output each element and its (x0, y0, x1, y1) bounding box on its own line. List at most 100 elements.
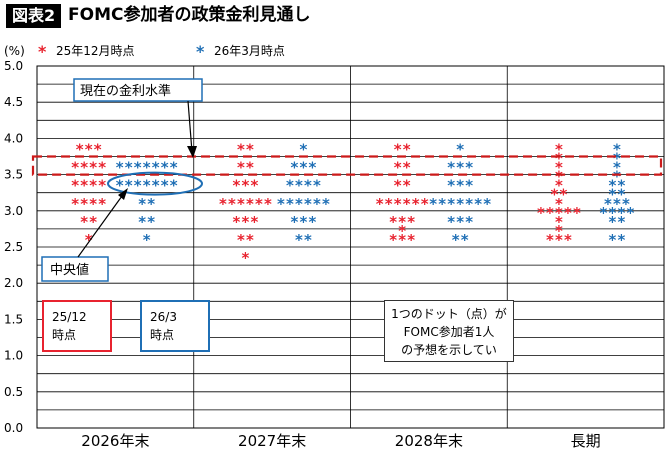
dot-mar: * (465, 159, 473, 177)
dot-mar: * (447, 177, 455, 195)
median-ellipse (107, 171, 203, 196)
dot-mar: * (152, 159, 160, 177)
dot-mar: * (304, 195, 312, 213)
dot-mar: * (134, 177, 142, 195)
x-category-label: 2027年末 (238, 432, 306, 450)
dot-dec: * (89, 195, 97, 213)
dot-mar: * (134, 159, 142, 177)
y-tick-label: 2.0 (4, 276, 23, 290)
median-arrow (77, 195, 123, 258)
dot-dec: * (555, 204, 563, 222)
dot-dec: * (555, 150, 563, 168)
dot-dec: * (403, 140, 411, 158)
dot-dec: * (242, 177, 250, 195)
dot-dec: * (403, 159, 411, 177)
y-tick-label: 1.5 (4, 312, 23, 326)
note-line-3: の予想を示してい (401, 343, 497, 357)
y-tick-label: 2.5 (4, 240, 23, 254)
legend-label-mar: 26年3月時点 (214, 44, 285, 58)
dot-mar: * (613, 150, 621, 168)
dot-dec: * (546, 204, 554, 222)
dot-dec: * (555, 140, 563, 158)
dot-dec: * (85, 231, 93, 249)
dot-dec: * (389, 213, 397, 231)
dot-dec: * (242, 249, 250, 267)
y-tick-label: 4.0 (4, 131, 23, 145)
dot-dec: * (376, 195, 384, 213)
dot-mar: * (152, 177, 160, 195)
dot-mar: * (161, 177, 169, 195)
dot-dec: * (228, 195, 236, 213)
dot-mar: * (609, 204, 617, 222)
dot-dec: * (80, 159, 88, 177)
dot-mar: * (147, 195, 155, 213)
dot-dec: * (412, 195, 420, 213)
dot-dec: * (246, 231, 254, 249)
median-label-box (41, 256, 109, 282)
dot-mar: * (618, 213, 626, 231)
dot-mar: * (613, 168, 621, 186)
figure-badge: 図表2 (6, 4, 62, 28)
dot-mar: * (116, 177, 124, 195)
dot-dec: * (98, 159, 106, 177)
dot-mar: * (300, 140, 308, 158)
dot-mar: * (622, 195, 630, 213)
dot-mar: * (322, 195, 330, 213)
x-category-label: 長期 (571, 432, 601, 450)
dot-mar: * (447, 213, 455, 231)
dot-dec: * (555, 168, 563, 186)
dot-dec: * (85, 140, 93, 158)
dot-dec: * (237, 195, 245, 213)
dot-mar: * (313, 195, 321, 213)
legend-marker-mar: * (196, 42, 205, 61)
dot-dec: * (398, 231, 406, 249)
median-label: 中央値 (50, 262, 89, 278)
dot-mar: * (465, 177, 473, 195)
dot-dec: * (89, 159, 97, 177)
dot-mar: * (618, 177, 626, 195)
dot-mar: * (295, 177, 303, 195)
y-tick-label: 1.0 (4, 349, 23, 363)
dot-dec: * (233, 177, 241, 195)
dot-mar: * (170, 177, 178, 195)
dot-mar: * (300, 159, 308, 177)
legend-marker-dec: * (38, 42, 47, 61)
dot-mar: * (147, 213, 155, 231)
current-rate-arrowhead (187, 146, 197, 158)
dot-dec: * (555, 213, 563, 231)
label-box-mar-line2: 時点 (150, 328, 175, 342)
label-box-mar: 26/3 時点 (140, 300, 210, 352)
figure-title-row: 図表2 FOMC参加者の政策金利見通し (0, 0, 670, 30)
dot-dec: * (89, 213, 97, 231)
dot-mar: * (618, 204, 626, 222)
dot-dec: * (551, 186, 559, 204)
dot-mar: * (291, 213, 299, 231)
dot-mar: * (116, 159, 124, 177)
dot-mar: * (627, 204, 635, 222)
x-category-label: 2028年末 (395, 432, 463, 450)
dot-mar: * (300, 213, 308, 231)
y-axis-unit: (%) (4, 44, 25, 58)
legend-label-dec: 25年12月時点 (56, 44, 135, 58)
dot-explanation-note: 1つのドット（点）が FOMC参加者1人 の予想を示してい (384, 300, 514, 362)
dot-dec: * (237, 159, 245, 177)
y-tick-label: 4.5 (4, 95, 23, 109)
dot-mar: * (313, 177, 321, 195)
dot-dec: * (251, 213, 259, 231)
dot-mar: * (304, 231, 312, 249)
dot-mar: * (286, 177, 294, 195)
dot-dec: * (403, 195, 411, 213)
dot-dec: * (394, 177, 402, 195)
dot-mar: * (618, 231, 626, 249)
dot-mar: * (291, 159, 299, 177)
dot-mar: * (613, 159, 621, 177)
dot-mar: * (143, 177, 151, 195)
dot-dec: * (219, 195, 227, 213)
dot-dec: * (251, 177, 259, 195)
figure-title: FOMC参加者の政策金利見通し (68, 5, 311, 25)
label-box-mar-line1: 26/3 (150, 310, 177, 324)
dot-mar: * (309, 213, 317, 231)
note-line-1: 1つのドット（点）が (391, 307, 507, 321)
dot-dec: * (555, 195, 563, 213)
